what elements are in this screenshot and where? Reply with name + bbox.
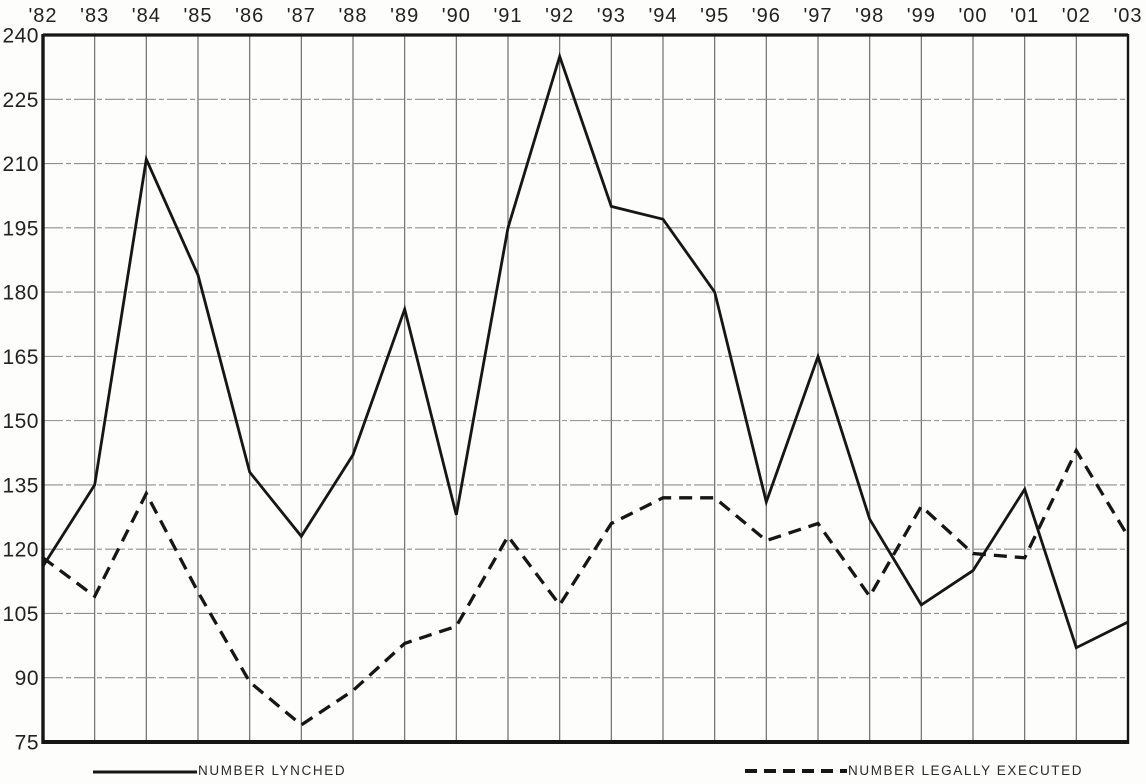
y-axis-tick-label: 240 [2, 25, 39, 48]
x-axis-year-label: '92 [545, 5, 574, 27]
y-axis-tick-label: 195 [2, 217, 39, 240]
x-axis-year-label: '83 [80, 5, 109, 27]
legend-item-executed: NUMBER LEGALLY EXECUTED [744, 762, 1084, 778]
x-axis-year-label: '01 [1010, 5, 1039, 27]
y-axis-tick-label: 180 [2, 282, 39, 305]
legend-label-lynched: NUMBER LYNCHED [198, 762, 347, 778]
x-axis-year-label: '82 [28, 5, 57, 27]
y-axis-tick-label: 105 [2, 603, 39, 626]
y-axis-tick-label: 75 [15, 732, 39, 755]
series-line-lynched [41, 51, 1129, 650]
y-axis-tick-label: 135 [2, 474, 39, 497]
x-axis-year-label: '99 [907, 5, 936, 27]
y-axis-tick-label: 225 [2, 89, 39, 112]
series-line-legally-executed [42, 447, 1130, 727]
y-axis-tick-label: 165 [2, 346, 39, 369]
legend-label-executed: NUMBER LEGALLY EXECUTED [848, 762, 1084, 778]
x-axis-year-label: '87 [287, 5, 316, 27]
x-axis-year-label: '96 [752, 5, 781, 27]
x-axis-year-label: '84 [132, 5, 161, 27]
y-axis-tick-label: 90 [15, 667, 39, 690]
x-axis-year-label: '98 [855, 5, 884, 27]
x-axis-year-label: '90 [442, 5, 471, 27]
y-axis-tick-label: 150 [2, 410, 39, 433]
y-axis-tick-label: 210 [2, 153, 39, 176]
x-axis-year-label: '89 [390, 5, 419, 27]
x-axis-year-label: '00 [958, 5, 987, 27]
dashed-line-swatch-icon [745, 769, 847, 773]
x-axis-year-label: '94 [648, 5, 677, 27]
x-axis-year-label: '85 [183, 5, 212, 27]
x-axis-year-label: '03 [1113, 5, 1142, 27]
x-axis-year-label: '02 [1062, 5, 1091, 27]
x-axis-year-label: '86 [235, 5, 264, 27]
x-axis-year-label: '97 [803, 5, 832, 27]
solid-line-swatch-icon [93, 770, 197, 774]
legend-item-lynched: NUMBER LYNCHED [92, 762, 347, 778]
x-axis-year-label: '88 [338, 5, 367, 27]
y-axis-tick-label: 120 [2, 539, 39, 562]
x-axis-year-label: '91 [493, 5, 522, 27]
x-axis-year-label: '95 [700, 5, 729, 27]
x-axis-year-label: '93 [597, 5, 626, 27]
